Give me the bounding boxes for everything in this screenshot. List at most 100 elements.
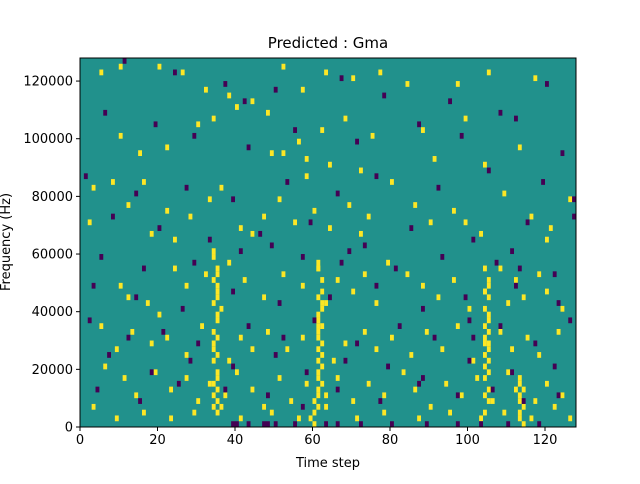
high-value-pixel-5 (227, 92, 232, 99)
high-value-pixel-162 (506, 369, 511, 376)
high-value-pixel-163 (514, 386, 518, 393)
low-value-pixel-47 (339, 259, 344, 266)
high-value-pixel-228 (320, 380, 325, 387)
high-value-pixel-198 (211, 346, 216, 353)
high-value-pixel-60 (548, 225, 553, 231)
x-tick-label-60: 60 (304, 433, 321, 448)
high-value-pixel-91 (405, 271, 410, 278)
high-value-pixel-42 (188, 213, 193, 220)
high-value-pixel-182 (502, 409, 507, 416)
high-value-pixel-262 (517, 398, 522, 404)
high-value-pixel-246 (483, 334, 487, 341)
high-value-pixel-35 (432, 156, 437, 162)
pixel-layer (83, 58, 577, 427)
high-value-pixel-10 (351, 75, 356, 82)
high-value-pixel-29 (165, 144, 170, 151)
high-value-pixel-144 (235, 369, 239, 376)
high-value-pixel-212 (320, 288, 325, 295)
high-value-pixel-243 (486, 317, 491, 324)
high-value-pixel-105 (114, 346, 119, 353)
low-value-pixel-77 (471, 334, 476, 341)
high-value-pixel-30 (269, 150, 274, 157)
high-value-pixel-257 (483, 409, 487, 416)
high-value-pixel-34 (359, 167, 363, 174)
low-value-pixel-71 (281, 334, 286, 341)
high-value-pixel-99 (514, 277, 518, 283)
high-value-pixel-15 (533, 75, 538, 82)
high-value-pixel-164 (533, 398, 538, 404)
high-value-pixel-135 (103, 363, 108, 370)
high-value-pixel-175 (297, 415, 301, 422)
x-tick-label-0: 0 (76, 433, 84, 448)
high-value-pixel-141 (196, 398, 201, 404)
high-value-pixel-185 (568, 415, 573, 422)
x-axis-label: Time step (295, 456, 360, 471)
high-value-pixel-108 (165, 334, 170, 341)
high-value-pixel-171 (192, 409, 197, 416)
low-value-pixel-119 (479, 421, 484, 427)
high-value-pixel-33 (328, 161, 332, 168)
high-value-pixel-85 (324, 300, 329, 306)
high-value-pixel-71 (126, 294, 131, 301)
high-value-pixel-61 (568, 196, 573, 203)
high-value-pixel-78 (219, 305, 224, 312)
high-value-pixel-193 (211, 300, 216, 306)
x-axis-ticks: 0 20 40 60 80 100 120 (76, 427, 557, 448)
high-value-pixel-43 (207, 196, 212, 203)
high-value-pixel-145 (250, 386, 255, 393)
high-value-pixel-133 (537, 352, 542, 358)
high-value-pixel-192 (215, 294, 220, 301)
low-value-pixel-27 (436, 184, 441, 191)
low-value-pixel-10 (103, 109, 108, 116)
low-value-pixel-102 (455, 392, 460, 399)
high-value-pixel-93 (436, 294, 441, 301)
low-value-pixel-104 (521, 398, 526, 404)
high-value-pixel-137 (134, 392, 139, 399)
high-value-pixel-79 (227, 259, 232, 266)
low-value-pixel-32 (157, 225, 162, 231)
high-value-pixel-139 (169, 386, 174, 393)
low-value-pixel-85 (273, 352, 278, 358)
low-value-pixel-14 (293, 127, 298, 133)
high-value-pixel-178 (382, 409, 387, 416)
high-value-pixel-88 (362, 271, 367, 278)
low-value-pixel-19 (560, 150, 565, 157)
high-value-pixel-55 (428, 219, 433, 226)
high-value-pixel-65 (250, 230, 255, 237)
high-value-pixel-147 (277, 375, 282, 381)
high-value-pixel-169 (142, 409, 146, 416)
high-value-pixel-126 (440, 346, 445, 353)
high-value-pixel-122 (374, 346, 379, 353)
chart-title: Predicted : Gma (268, 34, 388, 52)
low-value-pixel-61 (374, 282, 379, 289)
high-value-pixel-86 (335, 277, 340, 283)
low-value-pixel-75 (432, 334, 437, 341)
high-value-pixel-83 (300, 282, 305, 289)
high-value-pixel-138 (153, 369, 158, 376)
low-value-pixel-94 (138, 398, 143, 404)
low-value-pixel-38 (471, 236, 476, 243)
high-value-pixel-104 (99, 323, 104, 329)
low-value-pixel-82 (149, 369, 154, 376)
x-tick-label-20: 20 (149, 433, 166, 448)
high-value-pixel-12 (405, 81, 410, 87)
high-value-pixel-202 (215, 375, 220, 381)
low-value-pixel-74 (397, 323, 402, 329)
high-value-pixel-120 (343, 340, 348, 347)
high-value-pixel-21 (320, 127, 325, 133)
high-value-pixel-20 (297, 138, 301, 145)
high-value-pixel-100 (521, 294, 526, 301)
low-value-pixel-6 (382, 92, 387, 99)
low-value-pixel-90 (467, 357, 472, 364)
high-value-pixel-28 (138, 150, 143, 157)
low-value-pixel-57 (180, 305, 185, 312)
high-value-pixel-231 (312, 398, 317, 404)
high-value-pixel-40 (142, 179, 146, 185)
high-value-pixel-216 (316, 311, 321, 318)
high-value-pixel-13 (455, 81, 460, 87)
high-value-pixel-14 (486, 69, 491, 76)
high-value-pixel-245 (486, 328, 491, 335)
low-value-pixel-39 (525, 219, 530, 226)
high-value-pixel-75 (184, 282, 189, 289)
